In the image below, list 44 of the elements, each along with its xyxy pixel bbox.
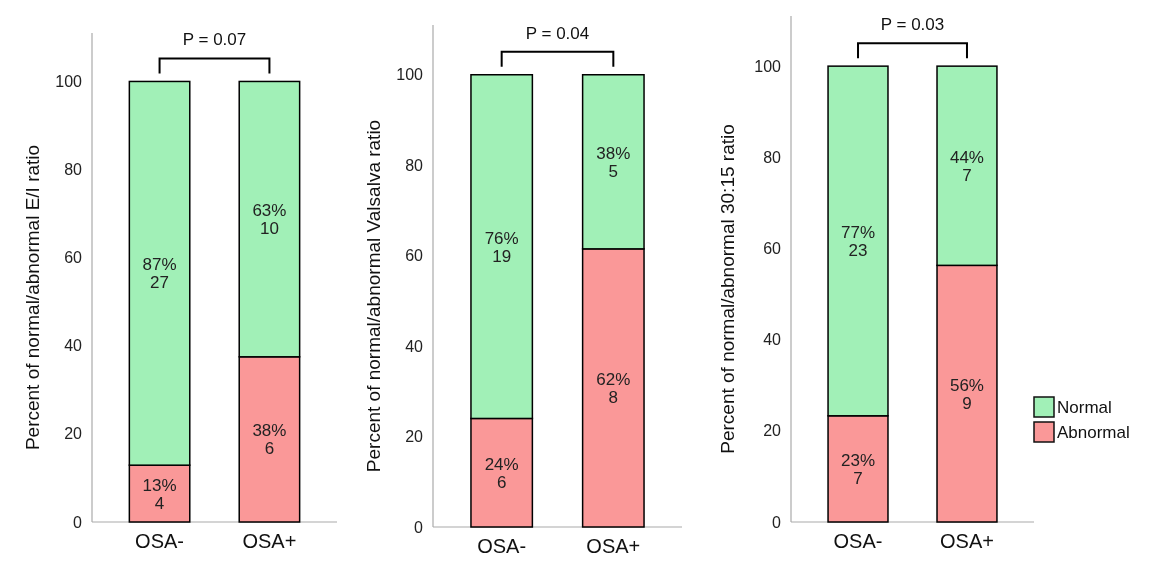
data-label: 23% 7 <box>841 450 876 488</box>
y-tick-label: 100 <box>396 66 424 84</box>
x-tick-label: OSA- <box>477 535 527 557</box>
legend-label: Normal <box>1057 397 1112 417</box>
x-tick-label: OSA- <box>833 530 883 552</box>
y-tick-label: 0 <box>73 513 83 531</box>
y-tick-label: 0 <box>414 518 424 536</box>
annotation: P = 0.07 <box>182 30 247 50</box>
y-tick-label: 60 <box>405 247 424 265</box>
x-tick-label: OSA+ <box>940 530 994 552</box>
y-axis-title: Percent of normal/abnormal Valsalva ratio <box>362 119 384 473</box>
y-tick-label: 0 <box>772 513 782 531</box>
annotation: P = 0.04 <box>525 23 590 43</box>
y-tick-label: 100 <box>55 72 83 90</box>
y-tick-label: 60 <box>763 239 782 257</box>
data-label: 76% 19 <box>484 228 519 266</box>
y-tick-label: 80 <box>405 156 424 174</box>
data-label: 38% 6 <box>252 420 287 458</box>
y-tick-label: 20 <box>405 428 424 446</box>
data-label: 38% 5 <box>596 143 631 181</box>
y-tick-label: 60 <box>64 249 83 267</box>
data-label: 63% 10 <box>252 200 287 238</box>
data-label: 62% 8 <box>596 369 631 407</box>
annotation: P = 0.03 <box>880 15 945 35</box>
data-label: 56% 9 <box>949 375 984 413</box>
data-label: 13% 4 <box>142 475 177 513</box>
data-label: 24% 6 <box>484 454 519 492</box>
y-axis-title: Percent of normal/abnormal 30:15 ratio <box>716 124 738 454</box>
y-axis-title: Percent of normal/abnormal E/I ratio <box>21 144 43 451</box>
legend-label: Abnormal <box>1057 422 1130 442</box>
data-label: 87% 27 <box>142 254 177 292</box>
y-tick-label: 80 <box>64 161 83 179</box>
y-tick-label: 20 <box>64 425 83 443</box>
data-label: 77% 23 <box>841 222 876 260</box>
x-tick-label: OSA+ <box>242 530 297 552</box>
x-tick-label: OSA- <box>135 530 185 552</box>
y-tick-label: 100 <box>754 57 782 75</box>
y-tick-label: 80 <box>763 148 782 166</box>
y-tick-label: 40 <box>405 337 424 355</box>
x-tick-label: OSA+ <box>586 535 641 557</box>
y-tick-label: 20 <box>763 422 782 440</box>
y-tick-label: 40 <box>64 337 83 355</box>
data-label: 44% 7 <box>949 147 984 185</box>
y-tick-label: 40 <box>763 331 782 349</box>
